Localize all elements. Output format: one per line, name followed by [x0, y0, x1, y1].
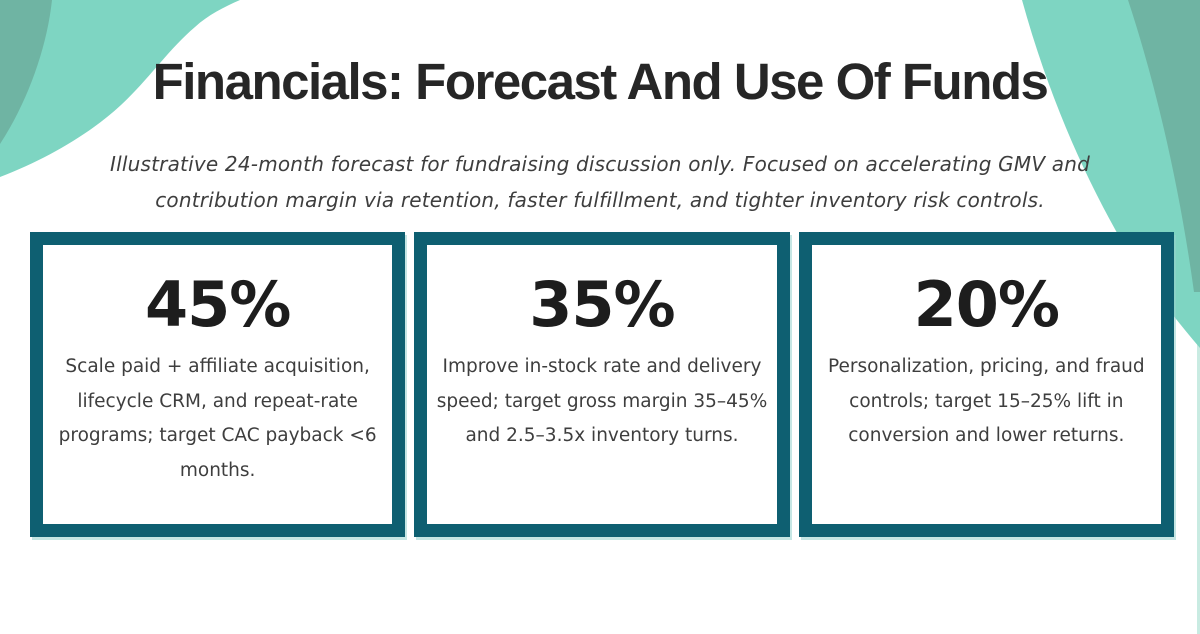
allocation-percentage: 35%	[529, 268, 675, 341]
slide-subtitle: Illustrative 24-month forecast for fundr…	[60, 146, 1140, 218]
allocation-description: Personalization, pricing, and fraud cont…	[827, 356, 1145, 447]
subtitle-line-1: Illustrative 24-month forecast for fundr…	[110, 152, 1090, 176]
allocation-description: Improve in-stock rate and delivery speed…	[436, 356, 768, 447]
use-of-funds-cards: 45% Scale paid + affiliate acquisition, …	[30, 232, 1174, 537]
allocation-card-personalization: 20% Personalization, pricing, and fraud …	[798, 232, 1174, 537]
allocation-card-acquisition: 45% Scale paid + affiliate acquisition, …	[30, 232, 406, 537]
allocation-card-fulfillment: 35% Improve in-stock rate and delivery s…	[414, 232, 790, 537]
allocation-description: Scale paid + affiliate acquisition, life…	[58, 356, 377, 481]
allocation-percentage: 45%	[144, 268, 291, 341]
slide-title: Financials: Forecast And Use Of Funds	[152, 53, 1049, 110]
allocation-percentage: 20%	[913, 268, 1060, 341]
subtitle-line-2: contribution margin via retention, faste…	[155, 188, 1045, 212]
